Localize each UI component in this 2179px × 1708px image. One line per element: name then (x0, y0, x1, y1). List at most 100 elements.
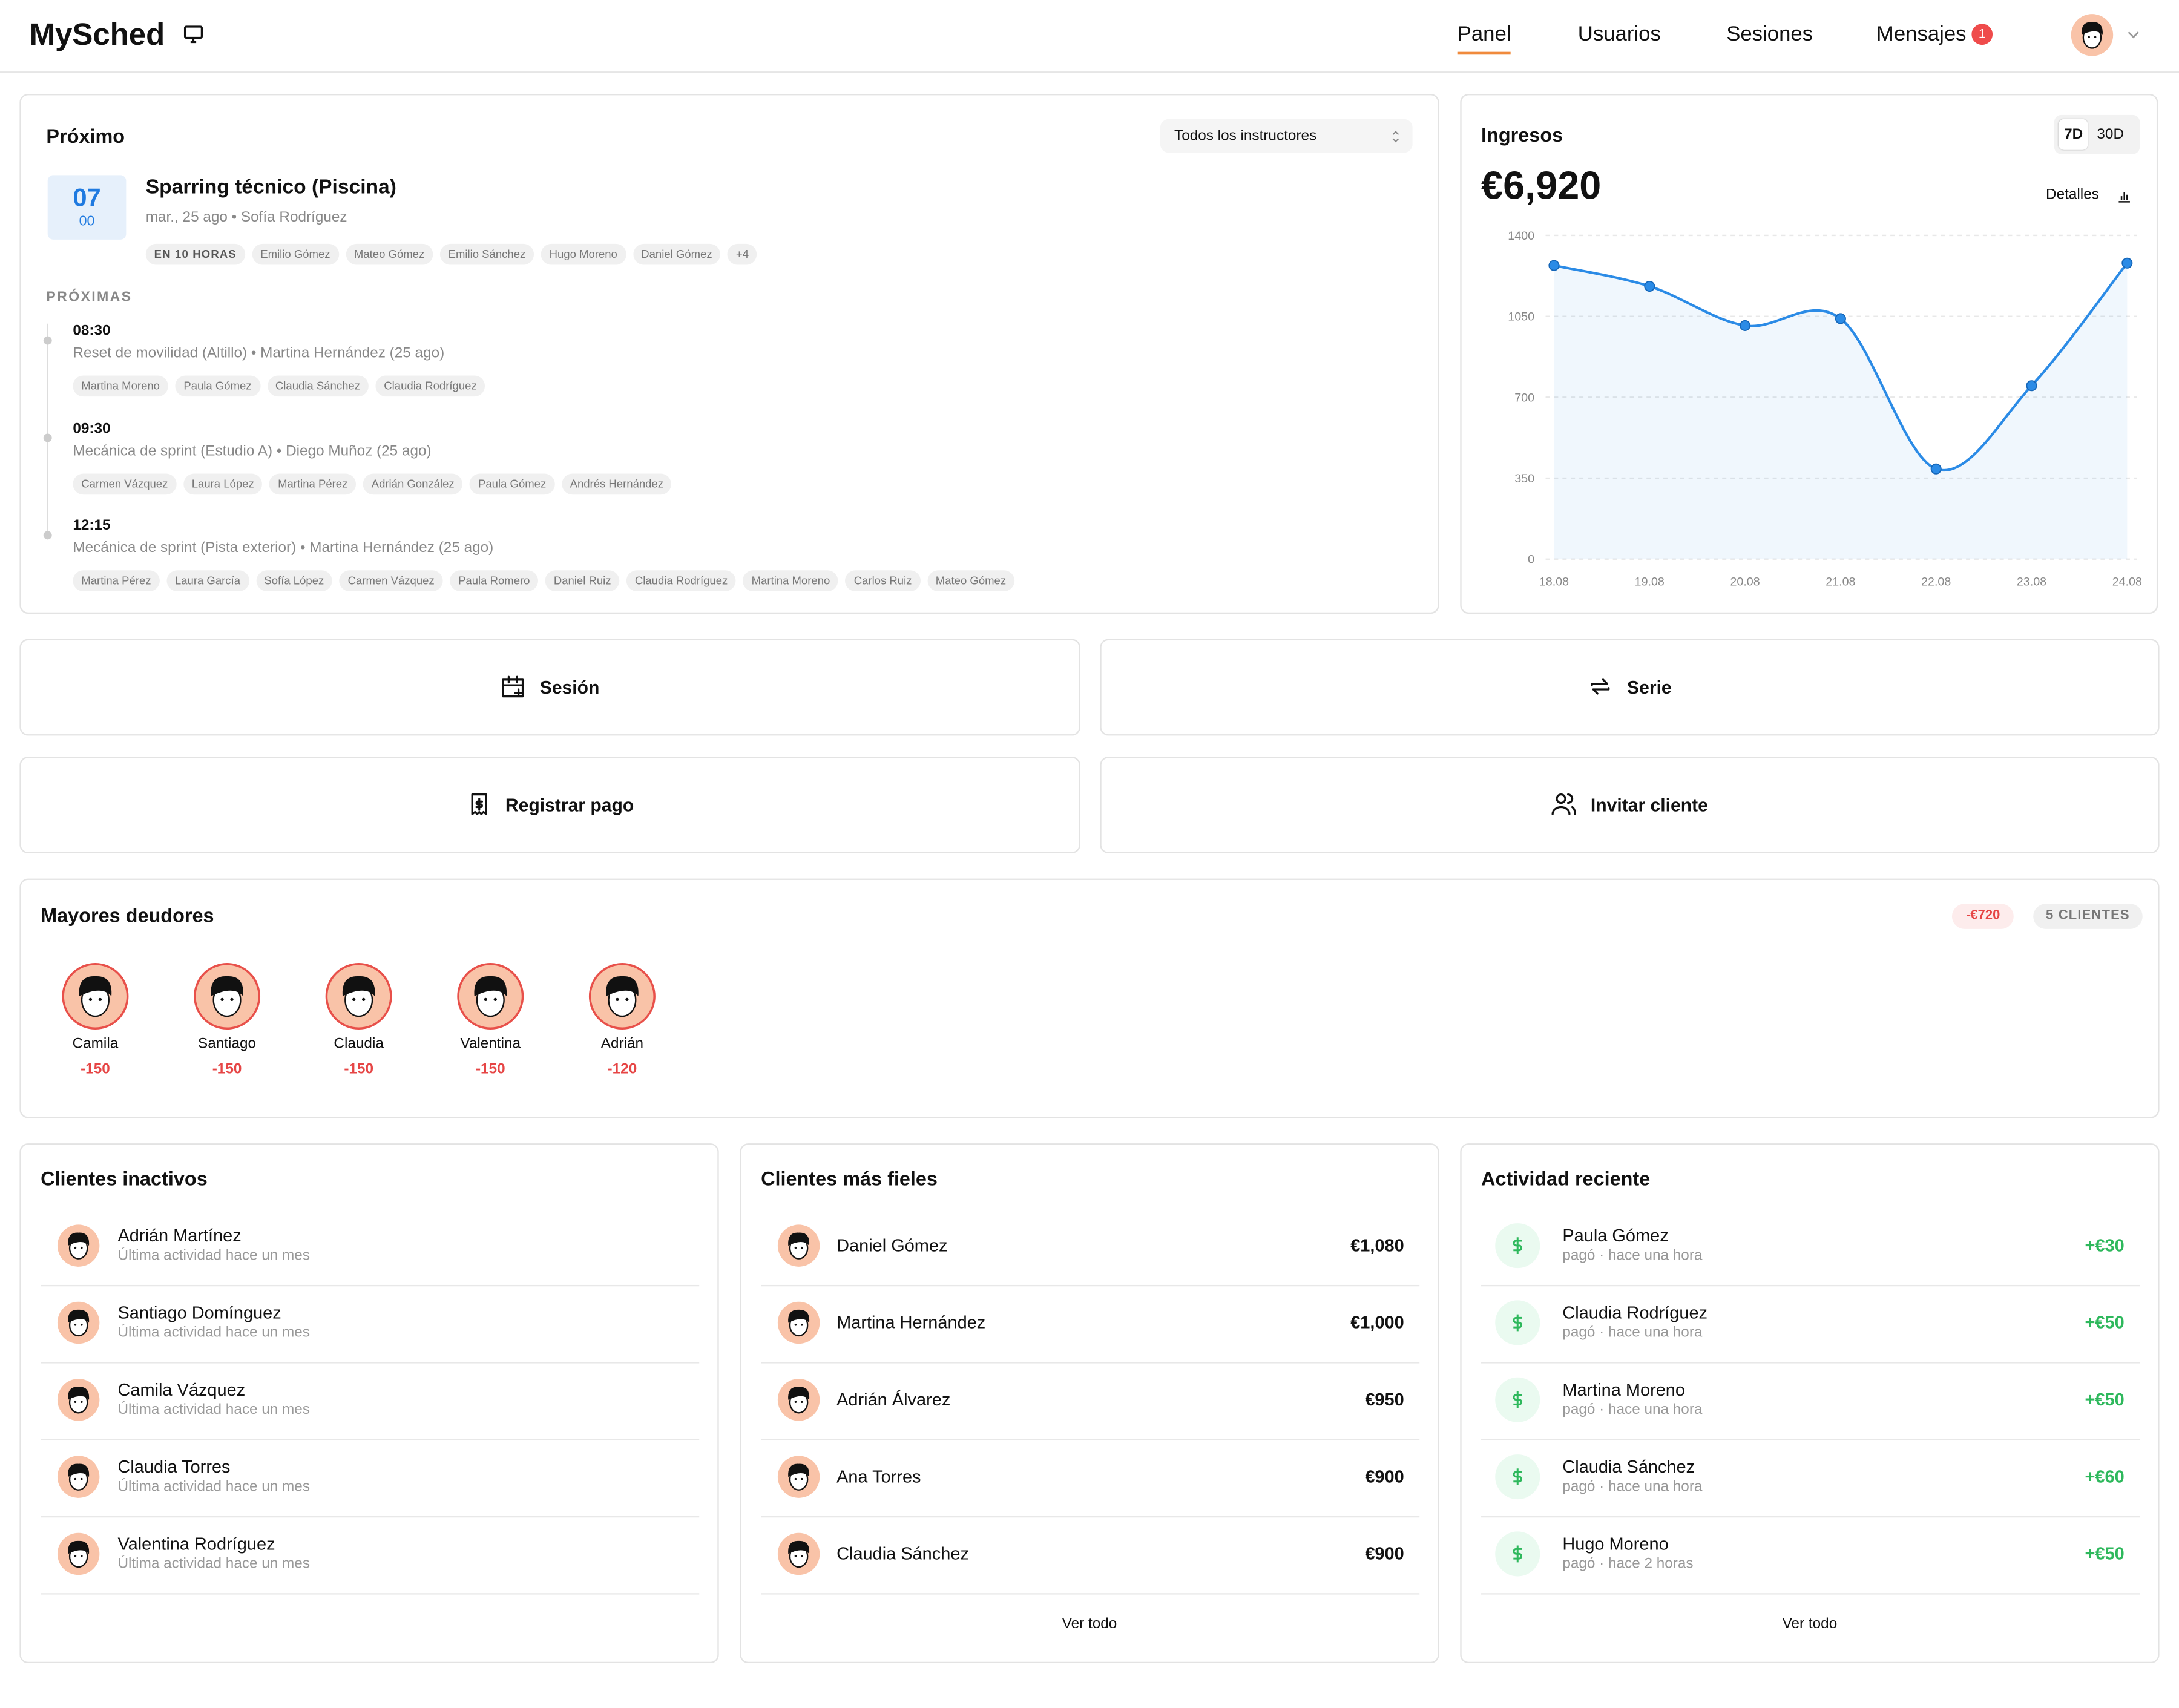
payment-icon (1495, 1531, 1540, 1577)
row-divider (761, 1593, 1420, 1595)
row-divider (1481, 1593, 2140, 1595)
nav-link[interactable]: Usuarios (1577, 22, 1661, 47)
nav-link[interactable]: Sesiones (1726, 22, 1813, 47)
action-icon (470, 793, 487, 815)
range-option[interactable]: 7D (2058, 119, 2089, 150)
icon-shape (183, 25, 203, 39)
action-icon (502, 675, 524, 698)
avatar-eye (794, 1555, 797, 1557)
row-name: Santiago Domínguez (117, 1303, 281, 1323)
chip: Daniel Ruiz (545, 570, 620, 591)
action-button[interactable]: Sesión (19, 639, 1080, 736)
payment-icon (1495, 1223, 1540, 1269)
action-icon (1551, 793, 1577, 815)
select-arrows (1392, 131, 1399, 143)
avatar (62, 963, 129, 1030)
see-all[interactable]: Ver todo (1062, 1615, 1117, 1633)
avatar-eye (74, 1401, 77, 1403)
row-divider (1481, 1516, 2140, 1518)
x-tick-label: 23.08 (2017, 576, 2046, 589)
action-icon (1591, 678, 1610, 695)
avatar-eye (74, 1324, 77, 1326)
action-button[interactable]: Serie (1100, 639, 2160, 736)
row-name: Claudia Sánchez (1562, 1457, 1695, 1477)
chip-row: Carmen Vázquez Laura López Martina Pérez Ad… (73, 468, 679, 494)
session-time: 09:30 (73, 419, 111, 437)
icon-shape (2128, 31, 2139, 39)
debtor-amount: -150 (344, 1060, 373, 1078)
avatar-eye (74, 1555, 77, 1557)
x-tick-label: 24.08 (2112, 576, 2142, 589)
session-desc: Reset de movilidad (Altillo) • Martina H… (73, 344, 445, 362)
avatar (777, 1456, 820, 1498)
row-divider (1481, 1439, 2140, 1440)
loyal-card: Clientes más fieles Daniel Gómez €1,080 Mar… (740, 1143, 1439, 1664)
chip: Mateo Gómez (346, 243, 433, 265)
avatar-hair (79, 976, 112, 997)
avatar-eye (81, 1246, 83, 1249)
row-divider (761, 1439, 1420, 1440)
row-note: pagó · hace una hora (1562, 1247, 1703, 1264)
nav-link[interactable]: Panel (1457, 22, 1511, 55)
row-name: Hugo Moreno (1562, 1534, 1669, 1554)
row-divider (41, 1516, 700, 1518)
row-note: pagó · hace una hora (1562, 1324, 1703, 1341)
date-month: 00 (79, 214, 95, 230)
action-button[interactable]: Invitar cliente (1100, 757, 2160, 853)
action-button[interactable]: Registrar pago (19, 757, 1080, 853)
action-label: Invitar cliente (1590, 793, 1708, 815)
icon-shape (1591, 678, 1610, 695)
details-link[interactable]: Detalles (2046, 186, 2099, 203)
payment-icon (1495, 1377, 1540, 1422)
row-divider (1481, 1284, 2140, 1287)
avatar-eye (2088, 36, 2090, 39)
avatar-eye (801, 1401, 803, 1403)
debtor-name: Adrián (600, 1035, 644, 1053)
chevron (2128, 31, 2139, 39)
row-note: Última actividad hace un mes (117, 1478, 310, 1496)
row-note: Última actividad hace un mes (117, 1247, 310, 1264)
avatar-eye (74, 1477, 77, 1480)
avatar (194, 963, 261, 1030)
avatar (57, 1301, 100, 1344)
row-divider (1481, 1362, 2140, 1364)
avatar-hair (788, 1387, 810, 1400)
icon-shape (1513, 1545, 1522, 1563)
icon-shape (1513, 1391, 1522, 1408)
range-option[interactable]: 30D (2097, 126, 2125, 143)
see-all[interactable]: Ver todo (1782, 1615, 1838, 1633)
debtor-amount: -150 (81, 1060, 110, 1078)
timeline-dot (43, 433, 52, 442)
point (1930, 463, 1942, 475)
avatar-hair (474, 976, 507, 997)
chip: Carmen Vázquez (73, 473, 177, 494)
row-amount: +€50 (2085, 1313, 2125, 1333)
card-title: Mayores deudores (41, 904, 214, 927)
x-tick-label: 21.08 (1826, 576, 1855, 589)
avatar-eye (616, 997, 619, 1002)
revenue-card: Ingresos 7D 30D €6,920 Detalles 0 350 700 1050 14… (1460, 94, 2158, 614)
avatar-hair (788, 1540, 810, 1554)
avatar-eye (794, 1324, 797, 1326)
avatar-hair (211, 976, 243, 997)
row-amount: €1,000 (1350, 1313, 1404, 1333)
debt-count: 5 CLIENTES (2033, 904, 2143, 929)
row-amount: +€50 (2085, 1390, 2125, 1410)
inactive-card: Clientes inactivos Adrián Martínez Última … (19, 1143, 719, 1664)
row-note: Última actividad hace un mes (117, 1401, 310, 1418)
y-tick-label: 350 (1514, 472, 1534, 485)
avatar-eye (88, 997, 93, 1002)
debtor-name: Valentina (460, 1035, 521, 1053)
upcoming-card: Próximo Todos los instructores 07 00 Sparrin… (19, 94, 1439, 614)
session-desc: Mecánica de sprint (Pista exterior) • Ma… (73, 539, 494, 557)
brand: MySched (29, 16, 165, 52)
point (2121, 257, 2133, 269)
avatar-hair (68, 1309, 90, 1323)
avatar (57, 1379, 100, 1421)
chip: Martina Moreno (743, 570, 839, 591)
activity-card: Actividad reciente Paula Gómez pagó · hace… (1460, 1143, 2160, 1664)
instructor-filter[interactable]: Todos los instructores (1160, 119, 1413, 153)
action-label: Serie (1627, 676, 1672, 697)
timeline-dot (43, 336, 52, 345)
nav-link[interactable]: Mensajes (1876, 22, 1967, 47)
